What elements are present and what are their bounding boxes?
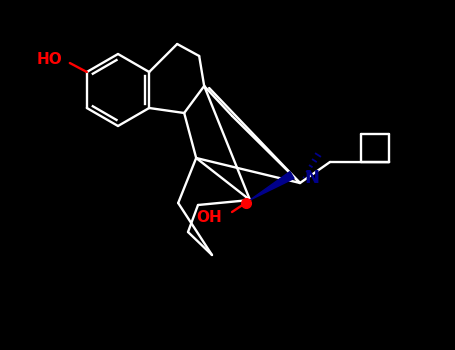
Text: N: N [304,169,319,187]
Text: OH: OH [196,210,222,225]
Text: HO: HO [37,51,63,66]
Polygon shape [250,172,294,200]
